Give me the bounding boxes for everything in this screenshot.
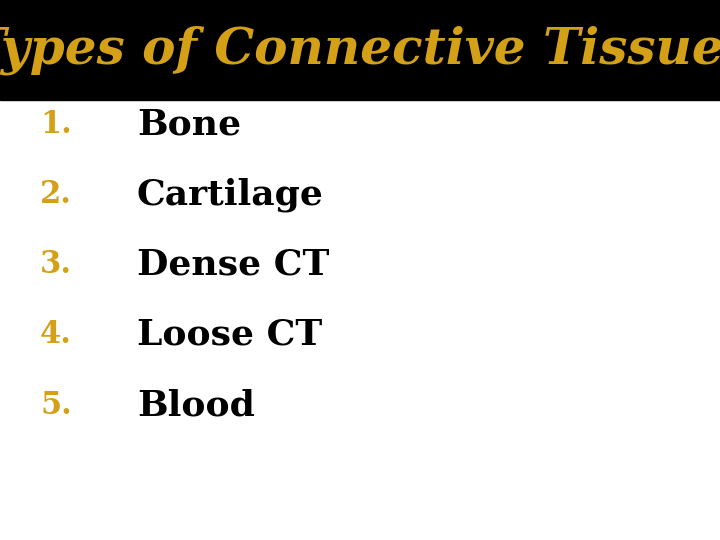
Text: 2.: 2.	[40, 179, 72, 210]
Text: Loose CT: Loose CT	[137, 318, 322, 352]
FancyBboxPatch shape	[0, 0, 720, 100]
Text: Cartilage: Cartilage	[137, 177, 324, 212]
Text: Blood: Blood	[137, 388, 255, 422]
Text: 3.: 3.	[40, 249, 72, 280]
Text: 1.: 1.	[40, 109, 72, 140]
Text: 4.: 4.	[40, 319, 72, 350]
Text: Bone: Bone	[137, 107, 241, 141]
Text: Dense CT: Dense CT	[137, 248, 329, 281]
Text: 5.: 5.	[40, 389, 72, 421]
Text: Types of Connective Tissues: Types of Connective Tissues	[0, 25, 720, 75]
